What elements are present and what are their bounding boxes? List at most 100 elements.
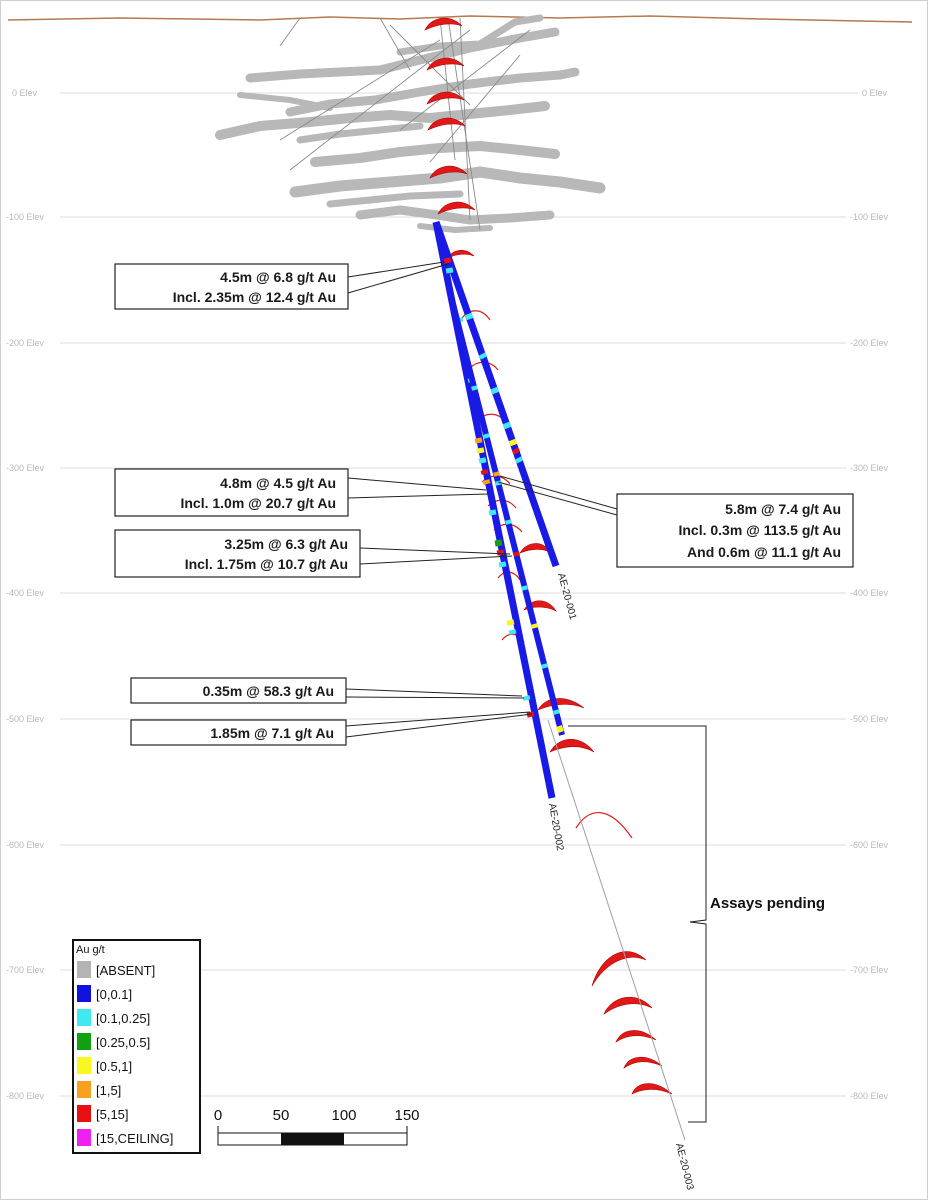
vein-arc: [426, 91, 465, 105]
elev-label-right: -500 Elev: [850, 714, 889, 724]
legend-label: [1,5]: [96, 1083, 121, 1098]
shallow-trace: [379, 17, 411, 71]
workings-level-6: [355, 205, 555, 225]
elev-label-right: -800 Elev: [850, 1091, 889, 1101]
legend-swatch: [77, 985, 91, 1002]
assay-interval: [474, 437, 483, 444]
callout-box-6: 5.8m @ 7.4 g/t Au Incl. 0.3m @ 113.5 g/t…: [616, 493, 854, 568]
callout-frame: [114, 263, 349, 310]
assay-interval: [508, 438, 518, 447]
elevation-labels: 0 Elev 0 Elev -100 Elev -100 Elev -200 E…: [6, 88, 889, 1101]
callout-line: Incl. 2.35m @ 12.4 g/t Au: [173, 289, 336, 305]
underground-workings: [215, 14, 606, 233]
leader-line: [359, 547, 511, 555]
elev-label-left: -100 Elev: [6, 212, 45, 222]
hole-label-ae-20-001: AE-20-001: [555, 572, 578, 621]
leader-line: [347, 261, 445, 278]
scale-tick-label: 150: [394, 1107, 419, 1124]
assay-interval: [443, 257, 452, 264]
elev-label-left: 0 Elev: [12, 88, 38, 98]
workings-level-2: [285, 67, 580, 117]
legend-swatch: [77, 1009, 91, 1026]
callout-frame: [130, 677, 347, 704]
vein-arc: [549, 738, 595, 753]
callout-box-1: 4.5m @ 6.8 g/t Au Incl. 2.35m @ 12.4 g/t…: [114, 263, 349, 310]
callout-line: 0.35m @ 58.3 g/t Au: [203, 683, 334, 699]
scale-tick-label: 100: [331, 1107, 356, 1124]
callout-box-5: 1.85m @ 7.1 g/t Au: [130, 719, 347, 746]
leader-line: [347, 263, 449, 294]
callout-line: And 0.6m @ 11.1 g/t Au: [687, 544, 841, 560]
vein-arc: [437, 201, 476, 215]
scale-bar: 0 50 100 150: [214, 1107, 420, 1146]
workings-level-3: [215, 101, 550, 140]
workings-level-3b: [296, 122, 424, 144]
assay-interval: [445, 267, 454, 274]
legend-title: Au g/t: [76, 944, 105, 956]
assay-interval: [496, 549, 505, 556]
elev-label-right: 0 Elev: [862, 88, 888, 98]
vein-arc-outline: [461, 310, 491, 321]
assay-interval: [498, 561, 507, 568]
assay-interval: [494, 539, 503, 547]
legend-swatch: [77, 1105, 91, 1122]
shallow-drill-traces: [279, 17, 531, 231]
assay-interval: [505, 519, 512, 525]
legend-frame: [72, 939, 201, 1154]
legend-entries: [ABSENT] [0,0.1] [0.1,0.25] [0.25,0.5] […: [77, 961, 173, 1146]
shallow-trace: [429, 54, 521, 163]
shallow-trace: [399, 29, 531, 131]
workings-level-4: [310, 141, 560, 167]
vein-arc: [523, 600, 557, 612]
leader-line: [359, 555, 513, 565]
scale-tick-label: 50: [273, 1107, 290, 1124]
assay-interval: [502, 421, 512, 430]
callout-line: 4.5m @ 6.8 g/t Au: [220, 269, 336, 285]
vein-arc: [631, 1083, 673, 1095]
leader-line: [345, 711, 531, 727]
callout-line: Incl. 1.0m @ 20.7 g/t Au: [180, 495, 336, 511]
leader-line: [347, 493, 489, 499]
au-grade-legend: Au g/t [ABSENT] [0,0.1] [0.1,0.25] [0.25…: [72, 939, 201, 1154]
elev-label-right: -300 Elev: [850, 463, 889, 473]
legend-swatch: [77, 1033, 91, 1050]
vein-arc: [447, 249, 475, 259]
shallow-trace: [447, 17, 481, 231]
shallow-trace: [279, 39, 441, 141]
callout-line: 4.8m @ 4.5 g/t Au: [220, 475, 336, 491]
callout-leaders: [345, 261, 618, 738]
legend-swatch: [77, 961, 91, 978]
vein-arc: [623, 1056, 663, 1069]
assay-interval: [478, 457, 487, 464]
scale-bar-segment: [281, 1133, 344, 1145]
callout-frame: [616, 493, 854, 568]
hole-label-ae-20-003: AE-20-003: [673, 1142, 695, 1191]
assay-interval: [514, 456, 524, 464]
shallow-trace: [459, 17, 471, 221]
drillhole-trace: [449, 299, 565, 736]
elev-label-left: -600 Elev: [6, 840, 45, 850]
callout-line: Incl. 0.3m @ 113.5 g/t Au: [678, 522, 841, 538]
vein-arc: [424, 17, 463, 31]
legend-label: [0.1,0.25]: [96, 1011, 150, 1026]
legend-label: [0,0.1]: [96, 987, 132, 1002]
scale-tick-label: 0: [214, 1107, 222, 1124]
assay-intervals: [464, 312, 524, 464]
vein-structures: [424, 17, 673, 1095]
leader-line: [497, 481, 618, 516]
vein-arc: [429, 165, 468, 179]
callout-line: 5.8m @ 7.4 g/t Au: [725, 501, 841, 517]
drillhole-trace: [432, 220, 560, 568]
shallow-trace: [439, 17, 456, 161]
elev-label-right: -400 Elev: [850, 588, 889, 598]
legend-label: [5,15]: [96, 1107, 129, 1122]
callout-frame: [130, 719, 347, 746]
assay-interval: [541, 663, 548, 669]
vein-arc: [603, 996, 653, 1015]
workings-level-5: [289, 166, 606, 198]
callout-frame: [114, 468, 349, 517]
assay-interval: [471, 385, 478, 391]
leader-line: [345, 713, 533, 738]
callout-box-3: 3.25m @ 6.3 g/t Au Incl. 1.75m @ 10.7 g/…: [114, 529, 361, 578]
assay-interval: [506, 619, 515, 626]
